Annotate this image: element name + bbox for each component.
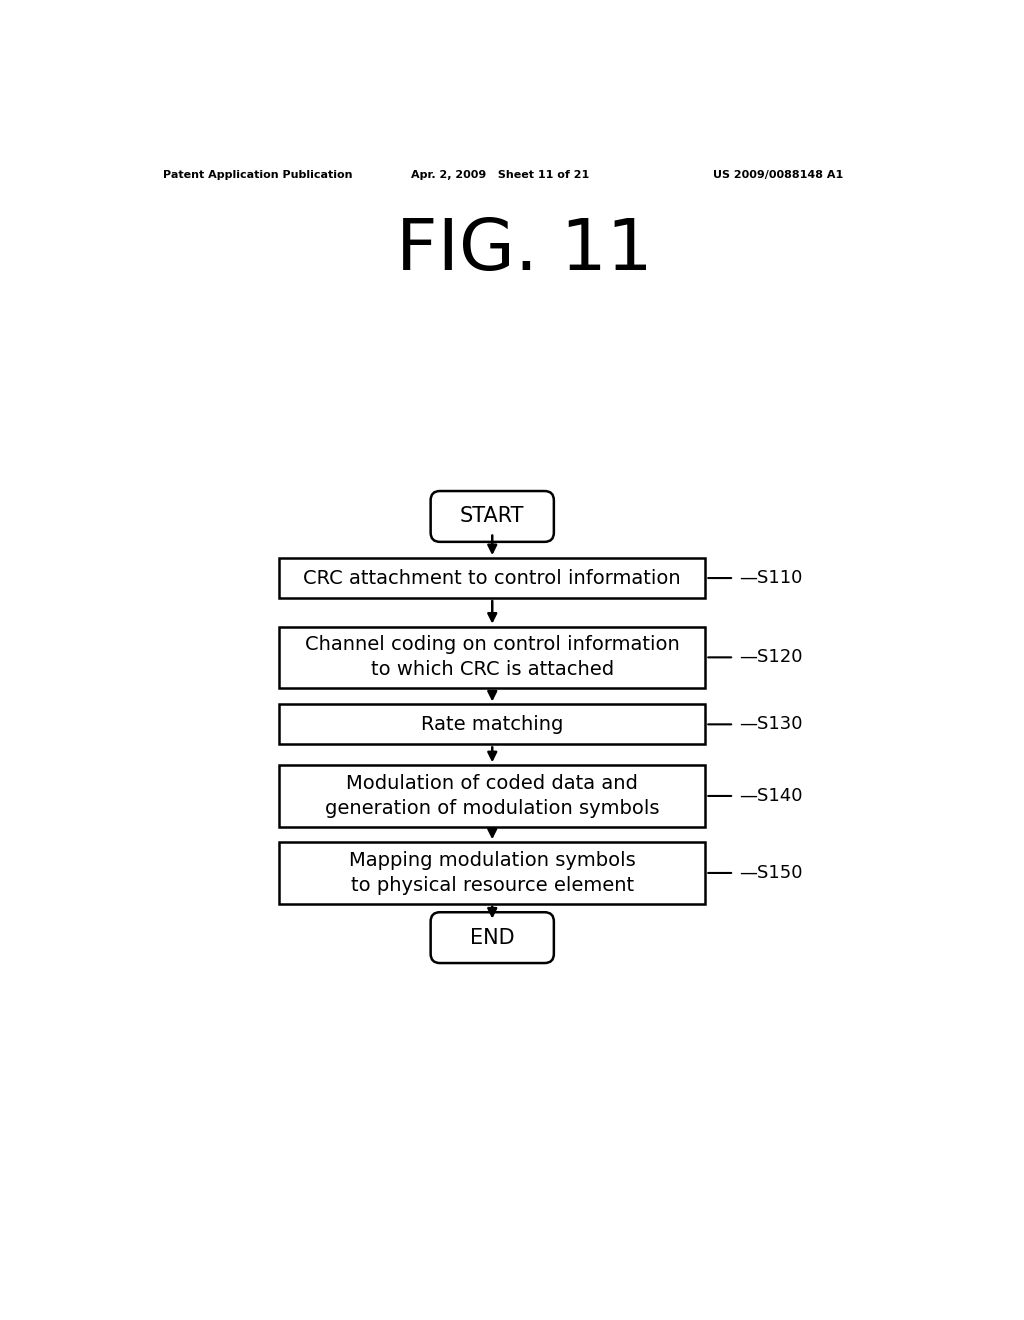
Text: —S130: —S130 <box>738 715 802 734</box>
Text: Channel coding on control information
to which CRC is attached: Channel coding on control information to… <box>305 635 680 680</box>
FancyBboxPatch shape <box>280 705 706 744</box>
Text: Patent Application Publication: Patent Application Publication <box>163 170 352 180</box>
Text: Apr. 2, 2009   Sheet 11 of 21: Apr. 2, 2009 Sheet 11 of 21 <box>411 170 589 180</box>
FancyBboxPatch shape <box>280 627 706 688</box>
FancyBboxPatch shape <box>280 766 706 826</box>
Text: —S150: —S150 <box>738 865 802 882</box>
FancyBboxPatch shape <box>280 558 706 598</box>
Text: Mapping modulation symbols
to physical resource element: Mapping modulation symbols to physical r… <box>349 851 636 895</box>
Text: Modulation of coded data and
generation of modulation symbols: Modulation of coded data and generation … <box>325 774 659 818</box>
Text: Rate matching: Rate matching <box>421 715 563 734</box>
Text: END: END <box>470 928 515 948</box>
FancyBboxPatch shape <box>431 491 554 543</box>
Text: FIG. 11: FIG. 11 <box>396 216 653 285</box>
FancyBboxPatch shape <box>431 912 554 964</box>
Text: —S120: —S120 <box>738 648 802 667</box>
FancyBboxPatch shape <box>280 842 706 904</box>
Text: —S140: —S140 <box>738 787 802 805</box>
Text: START: START <box>460 507 524 527</box>
Text: CRC attachment to control information: CRC attachment to control information <box>303 569 681 587</box>
Text: US 2009/0088148 A1: US 2009/0088148 A1 <box>713 170 844 180</box>
Text: —S110: —S110 <box>738 569 802 587</box>
